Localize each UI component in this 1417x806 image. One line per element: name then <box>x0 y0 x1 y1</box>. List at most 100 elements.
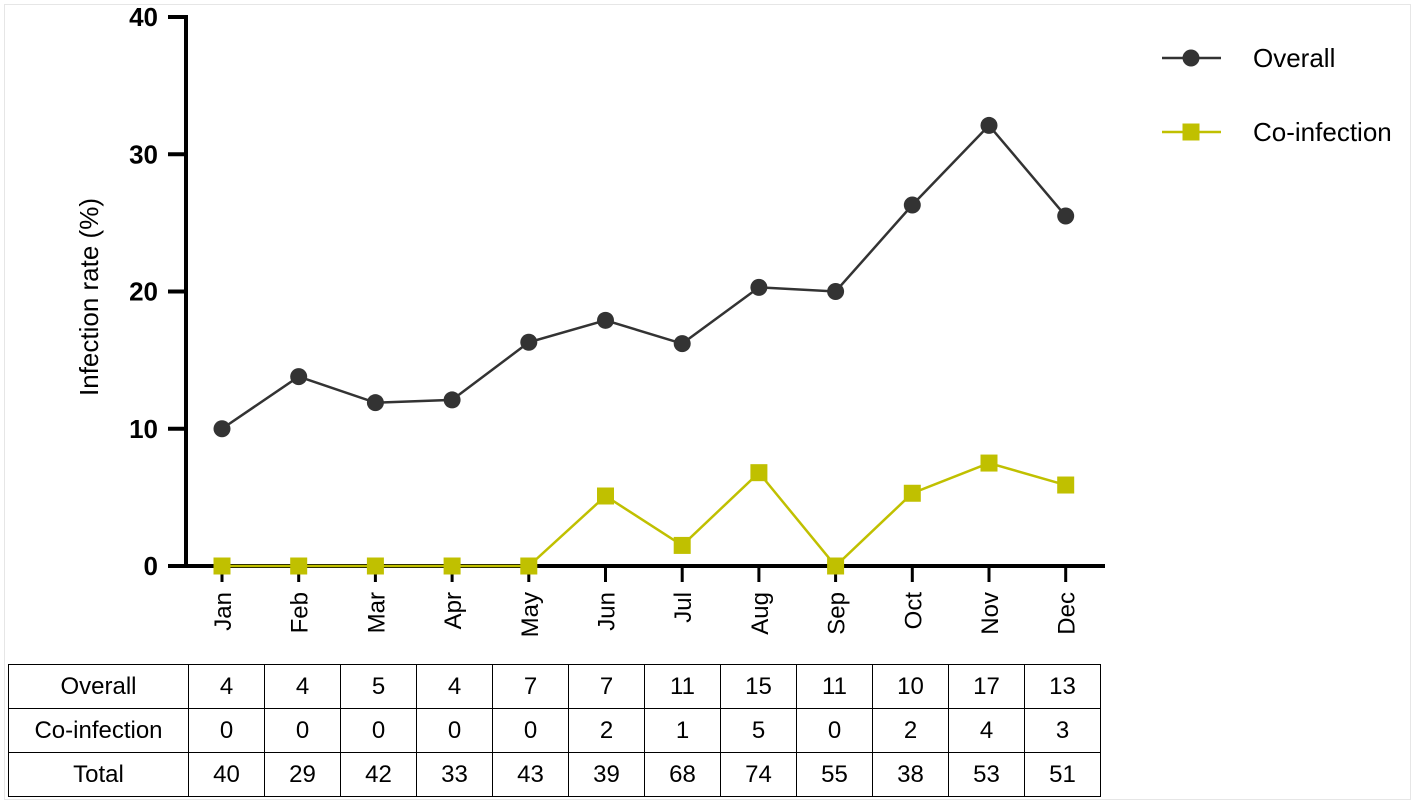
data-point <box>290 368 308 386</box>
series-line <box>221 123 1067 430</box>
table-cell: 5 <box>340 664 417 709</box>
table-cell: 7 <box>492 664 569 709</box>
data-point <box>980 454 998 472</box>
table-cell: 43 <box>492 752 569 797</box>
x-tick-label: Dec <box>1054 592 1081 635</box>
table-cell: 0 <box>416 708 493 753</box>
data-point <box>597 487 614 505</box>
data-point <box>290 557 308 575</box>
table-cell: 4 <box>416 664 493 709</box>
data-point <box>443 391 461 409</box>
table-cell: 38 <box>872 752 949 797</box>
table-cell: 1 <box>644 708 721 753</box>
table-cell: 74 <box>720 752 797 797</box>
data-point <box>673 335 691 353</box>
y-tick-label: 0 <box>144 551 158 581</box>
legend: Overall Co-infection <box>1162 43 1392 147</box>
data-point <box>443 557 461 575</box>
table-cell: 4 <box>188 664 265 709</box>
table-cell: 68 <box>644 752 721 797</box>
x-tick-label: Jan <box>210 592 237 631</box>
table-cell: 10 <box>872 664 949 709</box>
data-point <box>366 557 384 575</box>
series-overall <box>213 116 1075 438</box>
table-cell: 2 <box>872 708 949 753</box>
series-co-infection <box>213 454 1075 575</box>
row-label: Total <box>8 752 189 797</box>
x-tick-label: Jul <box>670 592 697 623</box>
data-point <box>366 394 384 412</box>
data-point <box>673 536 691 554</box>
data-point <box>1057 207 1075 225</box>
table-cell: 2 <box>568 708 645 753</box>
data-point <box>597 311 614 329</box>
x-tick-label: Nov <box>977 592 1004 635</box>
table-cell: 4 <box>264 664 341 709</box>
data-point <box>827 283 845 300</box>
data-point <box>827 557 845 575</box>
table-cell: 33 <box>416 752 493 797</box>
legend-label: Co-infection <box>1253 117 1392 147</box>
line-chart: 0 10 20 30 40 Jan Feb Mar Apr May Jun Jul Aug Sep Oct… <box>74 2 1392 637</box>
x-tick-label: Mar <box>363 592 390 633</box>
table-cell: 0 <box>492 708 569 753</box>
x-tick-label: Feb <box>287 592 314 633</box>
data-point <box>750 464 768 482</box>
y-tick-label: 10 <box>129 414 158 444</box>
table-cell: 11 <box>644 664 721 709</box>
table-row: Total 40 29 42 33 43 39 68 74 55 38 53 51 <box>8 752 1101 797</box>
table-cell: 0 <box>796 708 873 753</box>
y-axis-ticks: 0 10 20 30 40 <box>129 2 186 581</box>
chart-axes <box>184 15 1105 568</box>
data-point <box>903 196 921 214</box>
x-tick-label: Jun <box>594 592 621 631</box>
table-cell: 7 <box>568 664 645 709</box>
table-cell: 0 <box>340 708 417 753</box>
table-row: Co-infection 0 0 0 0 0 2 1 5 0 2 4 3 <box>8 708 1101 753</box>
table-cell: 0 <box>264 708 341 753</box>
table-cell: 0 <box>188 708 265 753</box>
table-cell: 51 <box>1024 752 1101 797</box>
legend-item: Overall <box>1162 43 1335 73</box>
legend-marker <box>1182 49 1200 67</box>
series-line <box>222 461 1067 568</box>
table-cell: 13 <box>1024 664 1101 709</box>
data-point <box>903 484 921 502</box>
legend-marker <box>1182 123 1200 141</box>
x-tick-label: Apr <box>440 592 467 629</box>
x-tick-label: Sep <box>824 592 851 635</box>
table-cell: 42 <box>340 752 417 797</box>
data-point <box>980 116 998 134</box>
data-point <box>213 420 231 438</box>
y-axis-label: Infection rate (%) <box>74 198 104 396</box>
data-point <box>213 557 231 575</box>
table-cell: 3 <box>1024 708 1101 753</box>
table-cell: 29 <box>264 752 341 797</box>
table-cell: 39 <box>568 752 645 797</box>
row-label: Overall <box>8 664 189 709</box>
table-cell: 4 <box>948 708 1025 753</box>
legend-label: Overall <box>1253 43 1335 73</box>
data-point <box>520 557 538 575</box>
table-cell: 15 <box>720 664 797 709</box>
x-tick-label: Aug <box>747 592 774 635</box>
data-point <box>750 278 768 296</box>
table-cell: 11 <box>796 664 873 709</box>
series-layer <box>213 116 1075 575</box>
table-cell: 40 <box>188 752 265 797</box>
table-cell: 55 <box>796 752 873 797</box>
counts-table: Overall 4 4 5 4 7 7 11 15 11 10 17 13 Co-infection 0 0 0… <box>8 664 1101 797</box>
row-label: Co-infection <box>8 708 189 753</box>
figure-frame <box>4 4 1411 800</box>
y-tick-label: 20 <box>129 277 158 307</box>
table-row: Overall 4 4 5 4 7 7 11 15 11 10 17 13 <box>8 664 1101 709</box>
x-tick-label: Oct <box>900 592 927 630</box>
table-cell: 5 <box>720 708 797 753</box>
table-cell: 53 <box>948 752 1025 797</box>
y-tick-label: 30 <box>129 139 158 169</box>
table-cell: 17 <box>948 664 1025 709</box>
y-tick-label: 40 <box>129 2 158 32</box>
x-axis-ticks: Jan Feb Mar Apr May Jun Jul Aug Sep Oct Nov Dec <box>210 566 1081 637</box>
legend-item: Co-infection <box>1162 117 1392 147</box>
data-point <box>520 333 538 351</box>
